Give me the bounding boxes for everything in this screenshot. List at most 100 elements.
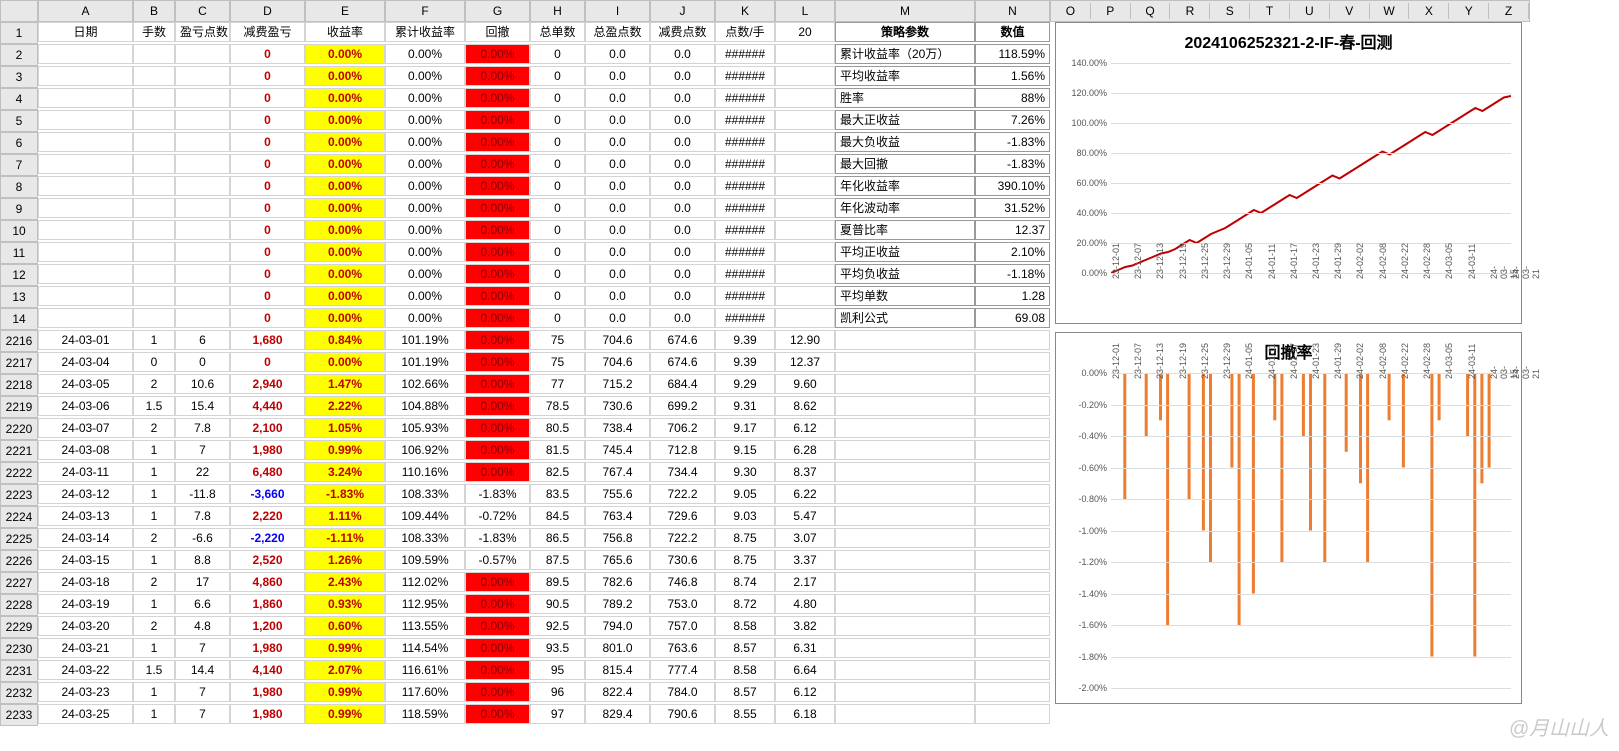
cell-D-2229[interactable]: 1,200 [230,616,305,636]
cell-H-6[interactable]: 0 [530,132,585,152]
cell-I-2[interactable]: 0.0 [585,44,650,64]
cell-D-2227[interactable]: 4,860 [230,572,305,592]
cell[interactable] [175,264,230,284]
cell-D-2228[interactable]: 1,860 [230,594,305,614]
cell-I-10[interactable]: 0.0 [585,220,650,240]
cell-H-2231[interactable]: 95 [530,660,585,680]
cell-G-2227[interactable]: 0.00% [465,572,530,592]
cell-H-2223[interactable]: 83.5 [530,484,585,504]
cell-I-2224[interactable]: 763.4 [585,506,650,526]
cell-I-2223[interactable]: 755.6 [585,484,650,504]
cell[interactable] [38,264,133,284]
cell-E-2217[interactable]: 0.00% [305,352,385,372]
row-header-2216[interactable]: 2216 [0,330,38,352]
cell[interactable] [133,88,175,108]
cell-H-11[interactable]: 0 [530,242,585,262]
cell[interactable] [835,374,975,394]
cell-B-2225[interactable]: 2 [133,528,175,548]
cell[interactable] [175,44,230,64]
cell-J-11[interactable]: 0.0 [650,242,715,262]
cell-K-2217[interactable]: 9.39 [715,352,775,372]
cell-G-2226[interactable]: -0.57% [465,550,530,570]
cell-K-2230[interactable]: 8.57 [715,638,775,658]
cell-D-14[interactable]: 0 [230,308,305,328]
cell-C-2218[interactable]: 10.6 [175,374,230,394]
cell[interactable] [975,440,1050,460]
cell-D-2224[interactable]: 2,220 [230,506,305,526]
cell-A-2233[interactable]: 24-03-25 [38,704,133,724]
cell-C-2224[interactable]: 7.8 [175,506,230,526]
col-header-L[interactable]: L [775,0,835,22]
cell[interactable] [38,132,133,152]
cell-H-2219[interactable]: 78.5 [530,396,585,416]
cell-E-12[interactable]: 0.00% [305,264,385,284]
row-header-7[interactable]: 7 [0,154,38,176]
cell-E-2228[interactable]: 0.93% [305,594,385,614]
cell-A-2224[interactable]: 24-03-13 [38,506,133,526]
cell[interactable] [975,682,1050,702]
cell-G-7[interactable]: 0.00% [465,154,530,174]
cell-J-9[interactable]: 0.0 [650,198,715,218]
cell[interactable] [775,44,835,64]
cell-B-2233[interactable]: 1 [133,704,175,724]
cell-J-8[interactable]: 0.0 [650,176,715,196]
row-header-12[interactable]: 12 [0,264,38,286]
cell-K-12[interactable]: ###### [715,264,775,284]
cell-I-2220[interactable]: 738.4 [585,418,650,438]
cell-K-14[interactable]: ###### [715,308,775,328]
cell-G-10[interactable]: 0.00% [465,220,530,240]
cell-D-4[interactable]: 0 [230,88,305,108]
cell-K-2224[interactable]: 9.03 [715,506,775,526]
cell-K-2233[interactable]: 8.55 [715,704,775,724]
cell-G-2231[interactable]: 0.00% [465,660,530,680]
cell-H-2233[interactable]: 97 [530,704,585,724]
cell-G-2230[interactable]: 0.00% [465,638,530,658]
cell-L-2227[interactable]: 2.17 [775,572,835,592]
row-header-1[interactable]: 1 [0,22,38,44]
cell[interactable] [133,198,175,218]
cell-L-2228[interactable]: 4.80 [775,594,835,614]
cell-I-2229[interactable]: 794.0 [585,616,650,636]
cell[interactable] [835,330,975,350]
cell-A-2227[interactable]: 24-03-18 [38,572,133,592]
cell-G-2216[interactable]: 0.00% [465,330,530,350]
cell-A-2216[interactable]: 24-03-01 [38,330,133,350]
cell-G-2233[interactable]: 0.00% [465,704,530,724]
cell-H-9[interactable]: 0 [530,198,585,218]
cell-J-12[interactable]: 0.0 [650,264,715,284]
cell-I-14[interactable]: 0.0 [585,308,650,328]
cell-J-2217[interactable]: 674.6 [650,352,715,372]
cell[interactable] [835,572,975,592]
cell-F-2217[interactable]: 101.19% [385,352,465,372]
cell-F-2226[interactable]: 109.59% [385,550,465,570]
col-header-K[interactable]: K [715,0,775,22]
cell-H-2221[interactable]: 81.5 [530,440,585,460]
row-header-2[interactable]: 2 [0,44,38,66]
cell[interactable] [175,308,230,328]
row-header-5[interactable]: 5 [0,110,38,132]
cell-H-2218[interactable]: 77 [530,374,585,394]
cell[interactable] [835,528,975,548]
cell-C-2220[interactable]: 7.8 [175,418,230,438]
cell-E-11[interactable]: 0.00% [305,242,385,262]
cell-B-2221[interactable]: 1 [133,440,175,460]
cell-C-2216[interactable]: 6 [175,330,230,350]
cell-G-2223[interactable]: -1.83% [465,484,530,504]
cell[interactable] [175,286,230,306]
cell-E-2231[interactable]: 2.07% [305,660,385,680]
cell-H-7[interactable]: 0 [530,154,585,174]
cell-D-7[interactable]: 0 [230,154,305,174]
cell[interactable] [38,198,133,218]
cell[interactable] [38,220,133,240]
cell[interactable] [38,308,133,328]
cell-K-2223[interactable]: 9.05 [715,484,775,504]
cell[interactable] [975,638,1050,658]
cell-D-2[interactable]: 0 [230,44,305,64]
cell-G-2229[interactable]: 0.00% [465,616,530,636]
cell-F-13[interactable]: 0.00% [385,286,465,306]
cell[interactable] [175,66,230,86]
col-header-C[interactable]: C [175,0,230,22]
cell-K-2232[interactable]: 8.57 [715,682,775,702]
cell[interactable] [775,264,835,284]
cell-K-2225[interactable]: 8.75 [715,528,775,548]
